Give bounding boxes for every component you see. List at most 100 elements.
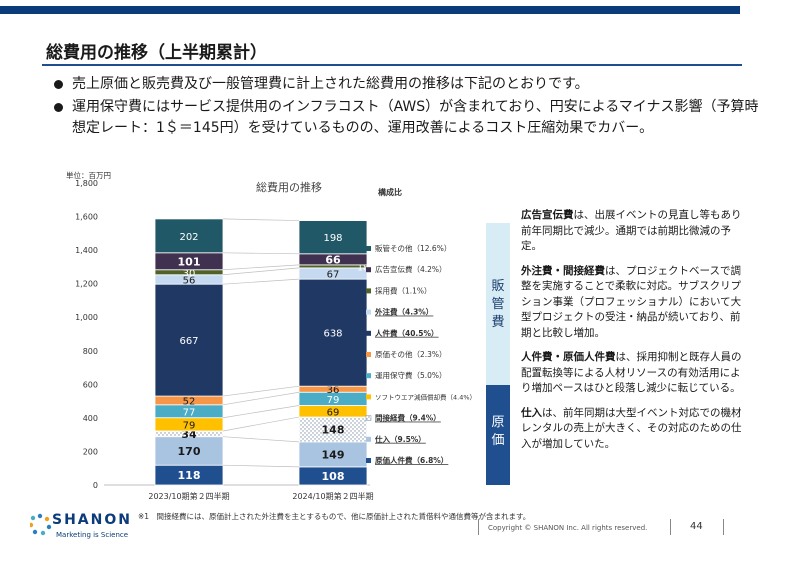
y-tick-label: 800 <box>83 347 98 356</box>
sga-band <box>486 223 510 385</box>
note-advertising: 広告宣伝費は、出展イベントの見直し等もあり前年同期比で減少。通期では前期比微減の… <box>521 208 743 255</box>
connector-line <box>222 252 300 255</box>
bar-segment <box>154 218 224 254</box>
bullet-text: 運用保守費にはサービス提供用のインフラコスト（AWS）が含まれており、円安による… <box>72 99 759 136</box>
unit-label: 単位：百万円 <box>66 170 111 180</box>
bullet-item: 運用保守費にはサービス提供用のインフラコスト（AWS）が含まれており、円安による… <box>50 97 760 139</box>
data-label: 18 <box>357 263 369 273</box>
connector-line <box>222 264 300 271</box>
data-label: 638 <box>323 329 342 340</box>
legend-label: ソフトウエア減価償却費（4.4%） <box>375 392 476 401</box>
legend-swatch <box>365 415 372 421</box>
y-tick-label: 1,800 <box>75 179 98 188</box>
legend-label: 原価人件費（6.8%） <box>375 455 448 465</box>
note-personnel: 人件費・原価人件費は、採用抑制と既存人員の配置転換等による人材リソースの有効活用… <box>521 350 743 397</box>
bullet-dot-icon <box>54 80 63 89</box>
note-body: は、出展イベントの見直し等もあり前年同期比で減少。通期では前期比微減の予定。 <box>521 209 742 252</box>
legend-swatch <box>366 394 371 400</box>
legend-label: 外注費（4.3%） <box>375 307 433 317</box>
connector-line <box>222 218 300 221</box>
footer-divider <box>723 519 724 535</box>
data-label: 118 <box>178 469 201 482</box>
data-label: 149 <box>322 448 345 461</box>
footer-divider <box>478 519 479 535</box>
note-heading: 外注費・間接経費 <box>521 264 605 277</box>
connector-line <box>222 267 300 276</box>
y-tick-label: 200 <box>83 447 98 456</box>
data-label: 202 <box>179 232 198 243</box>
connector-line <box>222 436 300 443</box>
data-label: 108 <box>322 470 345 483</box>
connector-line <box>222 405 300 419</box>
x-tick-label: 2024/10期第２四半期 <box>292 491 373 501</box>
y-tick-label: 1,400 <box>75 246 98 255</box>
bullet-list: 売上原価と販売費及び一般管理費に計上された総費用の推移は下記のとおりです。 運用… <box>50 74 760 141</box>
y-tick-label: 1,600 <box>75 213 98 222</box>
data-label: 30 <box>183 268 196 279</box>
note-body: は、前年同期は大型イベント対応での機材レンタルの売上が大きく、その対応のための仕… <box>521 406 742 450</box>
legend-swatch <box>366 373 371 379</box>
legend-swatch <box>366 436 371 442</box>
y-tick-label: 1,000 <box>75 313 98 322</box>
legend-title: 構成比 <box>378 187 402 197</box>
bullet-dot-icon <box>54 103 63 112</box>
data-label: 170 <box>178 445 201 458</box>
bullet-text: 売上原価と販売費及び一般管理費に計上された総費用の推移は下記のとおりです。 <box>72 76 589 92</box>
connector-line <box>222 391 300 406</box>
legend-swatch <box>366 288 371 294</box>
cogs-band <box>486 385 510 485</box>
footer-divider <box>670 519 671 535</box>
x-tick-label: 2023/10期第２四半期 <box>148 491 229 501</box>
bullet-item: 売上原価と販売費及び一般管理費に計上された総費用の推移は下記のとおりです。 <box>50 74 760 95</box>
legend-label: 販管その他（12.6%） <box>375 243 451 253</box>
data-label: 101 <box>178 255 201 268</box>
commentary-notes: 広告宣伝費は、出展イベントの見直し等もあり前年同期比で減少。通期では前期比微減の… <box>521 208 743 461</box>
footnote: ※1 間接経費には、原価計上された外注費を主とするもので、他に原価計上された賃借… <box>138 512 531 521</box>
legend-label: 人件費（40.5%） <box>375 328 439 338</box>
data-label: 79 <box>327 395 340 406</box>
note-heading: 人件費・原価人件費 <box>521 351 616 363</box>
data-label: 198 <box>323 233 342 244</box>
legend-label: 運用保守費（5.0%） <box>375 370 447 380</box>
data-label: 79 <box>183 420 196 431</box>
legend-label: 仕入（9.5%） <box>374 434 426 444</box>
logo-tagline: Marketing is Science <box>56 531 129 539</box>
note-heading: 広告宣伝費 <box>521 209 574 221</box>
note-outsourcing: 外注費・間接経費は、プロジェクトベースで調整を実施することで柔軟に対応。サブスク… <box>521 264 743 342</box>
shanon-logo-icon <box>30 513 52 536</box>
data-label: 66 <box>325 253 341 266</box>
legend-label: 採用費（1.1%） <box>375 285 432 295</box>
legend-swatch <box>366 458 371 463</box>
y-tick-label: 0 <box>93 481 98 490</box>
legend-swatch <box>366 352 371 357</box>
y-tick-label: 400 <box>83 414 98 423</box>
data-label: 52 <box>183 396 196 407</box>
note-body: は、採用抑制と既存人員の配置転換等による人材リソースの有効活用により増加ペースは… <box>521 351 742 394</box>
logo-wordmark: SHANON <box>52 512 132 528</box>
y-tick-label: 1,200 <box>75 280 98 289</box>
data-label: 69 <box>327 407 340 418</box>
copyright: Copyright © SHANON Inc. All rights reser… <box>488 524 648 532</box>
legend-swatch <box>366 267 371 273</box>
cogs-label: 原価 <box>491 415 505 448</box>
note-purchases: 仕入は、前年同期は大型イベント対応での機材レンタルの売上が大きく、その対応のため… <box>521 406 743 453</box>
data-label: 148 <box>322 423 345 436</box>
bar-segment <box>154 436 224 466</box>
data-label: 36 <box>327 385 340 396</box>
legend-label: 広告宣伝費（4.2%） <box>375 264 447 274</box>
bar-segment <box>298 220 368 255</box>
title-underline <box>42 64 742 66</box>
page-number: 44 <box>690 521 703 532</box>
top-accent-bar <box>0 6 740 14</box>
sga-label: 販管費 <box>491 279 505 330</box>
chart-title: 総費用の推移 <box>256 180 322 194</box>
legend-swatch <box>366 309 371 315</box>
note-heading: 仕入 <box>521 406 542 419</box>
connector-line <box>222 464 300 468</box>
legend-label: 間接経費（9.4%） <box>375 413 441 423</box>
connector-line <box>222 416 300 432</box>
connector-line <box>222 385 300 397</box>
legend-swatch <box>366 246 371 251</box>
connector-line <box>222 278 300 285</box>
